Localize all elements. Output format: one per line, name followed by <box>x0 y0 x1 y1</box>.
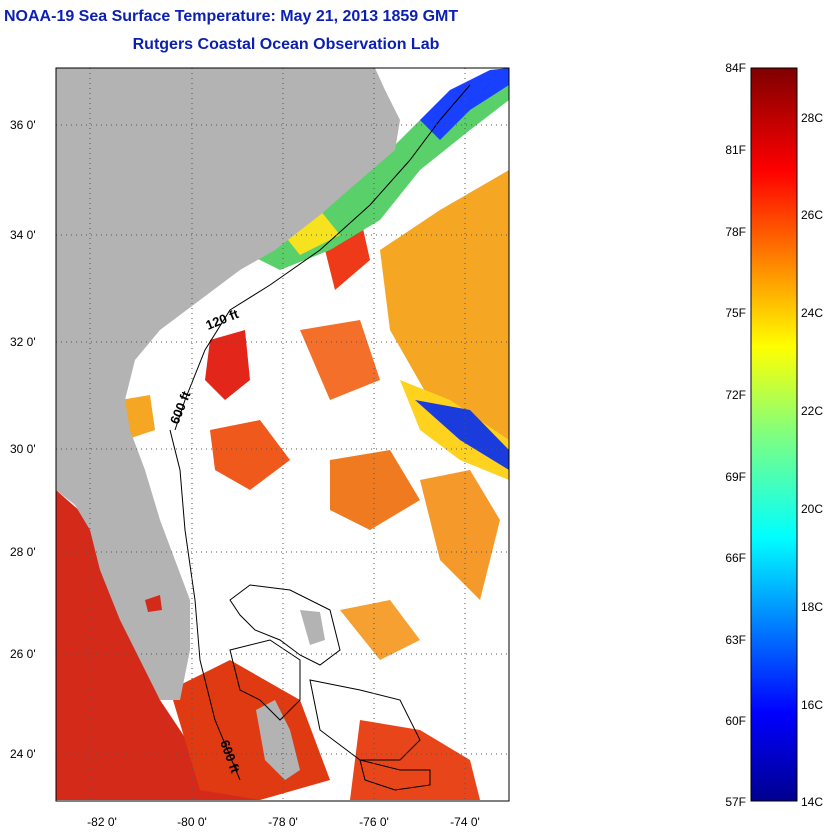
lon-tick-label: -74 0' <box>450 815 480 829</box>
colorbar-f-label: 81F <box>725 143 746 157</box>
colorbar-c-label: 18C <box>801 600 823 614</box>
colorbar-celsius-labels: 28C 26C 24C 22C 20C 18C 16C 14C <box>801 111 823 809</box>
lon-tick-label: -80 0' <box>177 815 207 829</box>
colorbar-f-label: 63F <box>725 633 746 647</box>
map-subtitle: Rutgers Coastal Ocean Observation Lab <box>132 36 440 53</box>
lon-tick-label: -82 0' <box>87 815 117 829</box>
lon-tick-label: -76 0' <box>359 815 389 829</box>
depth-contours <box>169 84 471 791</box>
colorbar-c-label: 24C <box>801 306 823 320</box>
colorbar <box>750 67 798 802</box>
longitude-axis: -82 0' -80 0' -78 0' -76 0' -74 0' <box>87 815 480 829</box>
map-frame <box>55 67 510 802</box>
colorbar-f-label: 78F <box>725 225 746 239</box>
lat-tick-label: 24 0' <box>10 747 36 761</box>
colorbar-f-label: 84F <box>725 61 746 75</box>
map-title: NOAA-19 Sea Surface Temperature: May 21,… <box>4 8 459 25</box>
colorbar-c-label: 16C <box>801 698 823 712</box>
colorbar-fahrenheit-labels: 84F 81F 78F 75F 72F 69F 66F 63F 60F 57F <box>725 61 746 809</box>
lon-tick-label: -78 0' <box>268 815 298 829</box>
colorbar-f-label: 60F <box>725 714 746 728</box>
lat-tick-label: 28 0' <box>10 545 36 559</box>
colorbar-f-label: 57F <box>725 795 746 809</box>
colorbar-f-label: 75F <box>725 306 746 320</box>
colorbar-f-label: 69F <box>725 470 746 484</box>
colorbar-c-label: 26C <box>801 208 823 222</box>
latitude-axis: 36 0' 34 0' 32 0' 30 0' 28 0' 26 0' 24 0… <box>10 118 36 761</box>
graticule <box>56 68 509 801</box>
colorbar-f-label: 66F <box>725 551 746 565</box>
colorbar-c-label: 20C <box>801 502 823 516</box>
colorbar-f-label: 72F <box>725 388 746 402</box>
lat-tick-label: 26 0' <box>10 647 36 661</box>
lat-tick-label: 32 0' <box>10 335 36 349</box>
land-masses <box>56 68 400 780</box>
lat-tick-label: 34 0' <box>10 228 36 242</box>
colorbar-c-label: 14C <box>801 795 823 809</box>
lat-tick-label: 30 0' <box>10 442 36 456</box>
lat-tick-label: 36 0' <box>10 118 36 132</box>
colorbar-c-label: 22C <box>801 404 823 418</box>
colorbar-c-label: 28C <box>801 111 823 125</box>
